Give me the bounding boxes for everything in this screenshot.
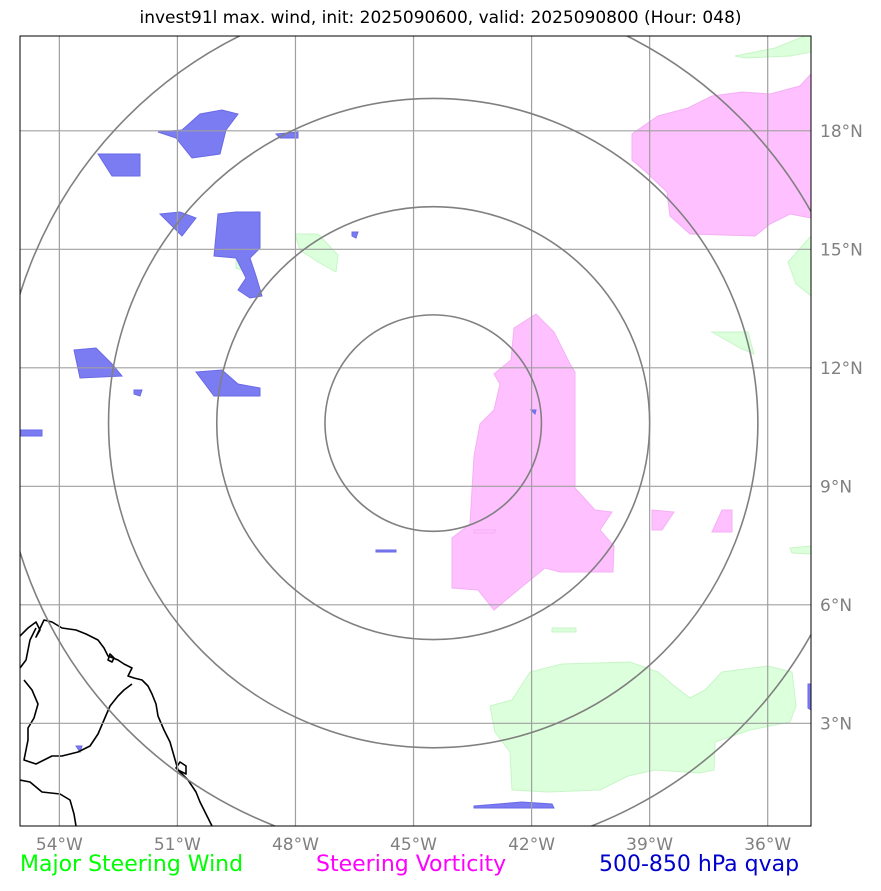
coastline-west — [20, 627, 37, 669]
range-ring — [324, 314, 543, 533]
latitude-labels: 3°N 6°N 9°N 12°N 15°N 18°N — [820, 122, 863, 734]
qvap-region — [195, 369, 261, 397]
lon-tick-label: 48°W — [272, 835, 319, 855]
legend-steering-vorticity: Steering Vorticity — [316, 852, 507, 877]
coastline-south — [20, 779, 77, 826]
lon-tick-label: 42°W — [508, 835, 555, 855]
coastline-islet — [107, 653, 115, 663]
qvap-region — [473, 801, 555, 809]
qvap-region — [133, 389, 143, 397]
lat-tick-label: 18°N — [820, 122, 863, 142]
steering-wind-regions — [235, 36, 811, 793]
vorticity-region — [711, 509, 733, 533]
gridlines — [20, 36, 811, 826]
longitude-labels: 54°W 51°W 48°W 45°W 42°W 39°W 36°W — [36, 835, 791, 855]
qvap-region — [375, 549, 397, 553]
qvap-region — [213, 211, 263, 299]
qvap-region — [97, 153, 141, 177]
lon-tick-label: 39°W — [626, 835, 673, 855]
qvap-region — [157, 109, 239, 159]
range-rings — [20, 36, 811, 826]
wind-region — [789, 545, 811, 555]
qvap-region — [529, 409, 537, 415]
coastline-amazon — [23, 679, 133, 765]
wind-region — [551, 627, 577, 633]
wind-region — [489, 661, 797, 793]
plot-frame — [19, 35, 812, 827]
wind-region — [787, 235, 811, 297]
lat-tick-label: 6°N — [820, 596, 852, 616]
qvap-regions — [20, 109, 811, 809]
vorticity-region — [451, 313, 615, 611]
range-ring — [215, 205, 651, 641]
coastline — [20, 619, 213, 826]
map-title: invest91l max. wind, init: 2025090600, v… — [139, 8, 742, 28]
lon-tick-label: 45°W — [390, 835, 437, 855]
legend-qvap: 500-850 hPa qvap — [599, 852, 800, 877]
qvap-region — [351, 231, 359, 239]
vorticity-region — [651, 509, 675, 531]
coastline-guianas — [20, 619, 213, 826]
lat-tick-label: 9°N — [820, 477, 852, 497]
lat-tick-label: 15°N — [820, 240, 863, 260]
range-ring — [107, 97, 759, 749]
qvap-region — [807, 683, 811, 711]
lon-tick-label: 51°W — [154, 835, 201, 855]
qvap-region — [20, 429, 43, 437]
lat-tick-label: 3°N — [820, 714, 852, 734]
vorticity-region — [631, 73, 811, 237]
vorticity-region — [473, 529, 497, 534]
lon-tick-label: 36°W — [744, 835, 791, 855]
steering-vorticity-regions — [451, 73, 811, 611]
lon-tick-label: 54°W — [36, 835, 83, 855]
legend-steering-wind: Major Steering Wind — [20, 852, 244, 877]
wind-region — [294, 233, 339, 273]
qvap-region — [73, 347, 124, 379]
wind-region — [734, 36, 811, 59]
wind-region — [710, 331, 755, 355]
lat-tick-label: 12°N — [820, 359, 863, 379]
